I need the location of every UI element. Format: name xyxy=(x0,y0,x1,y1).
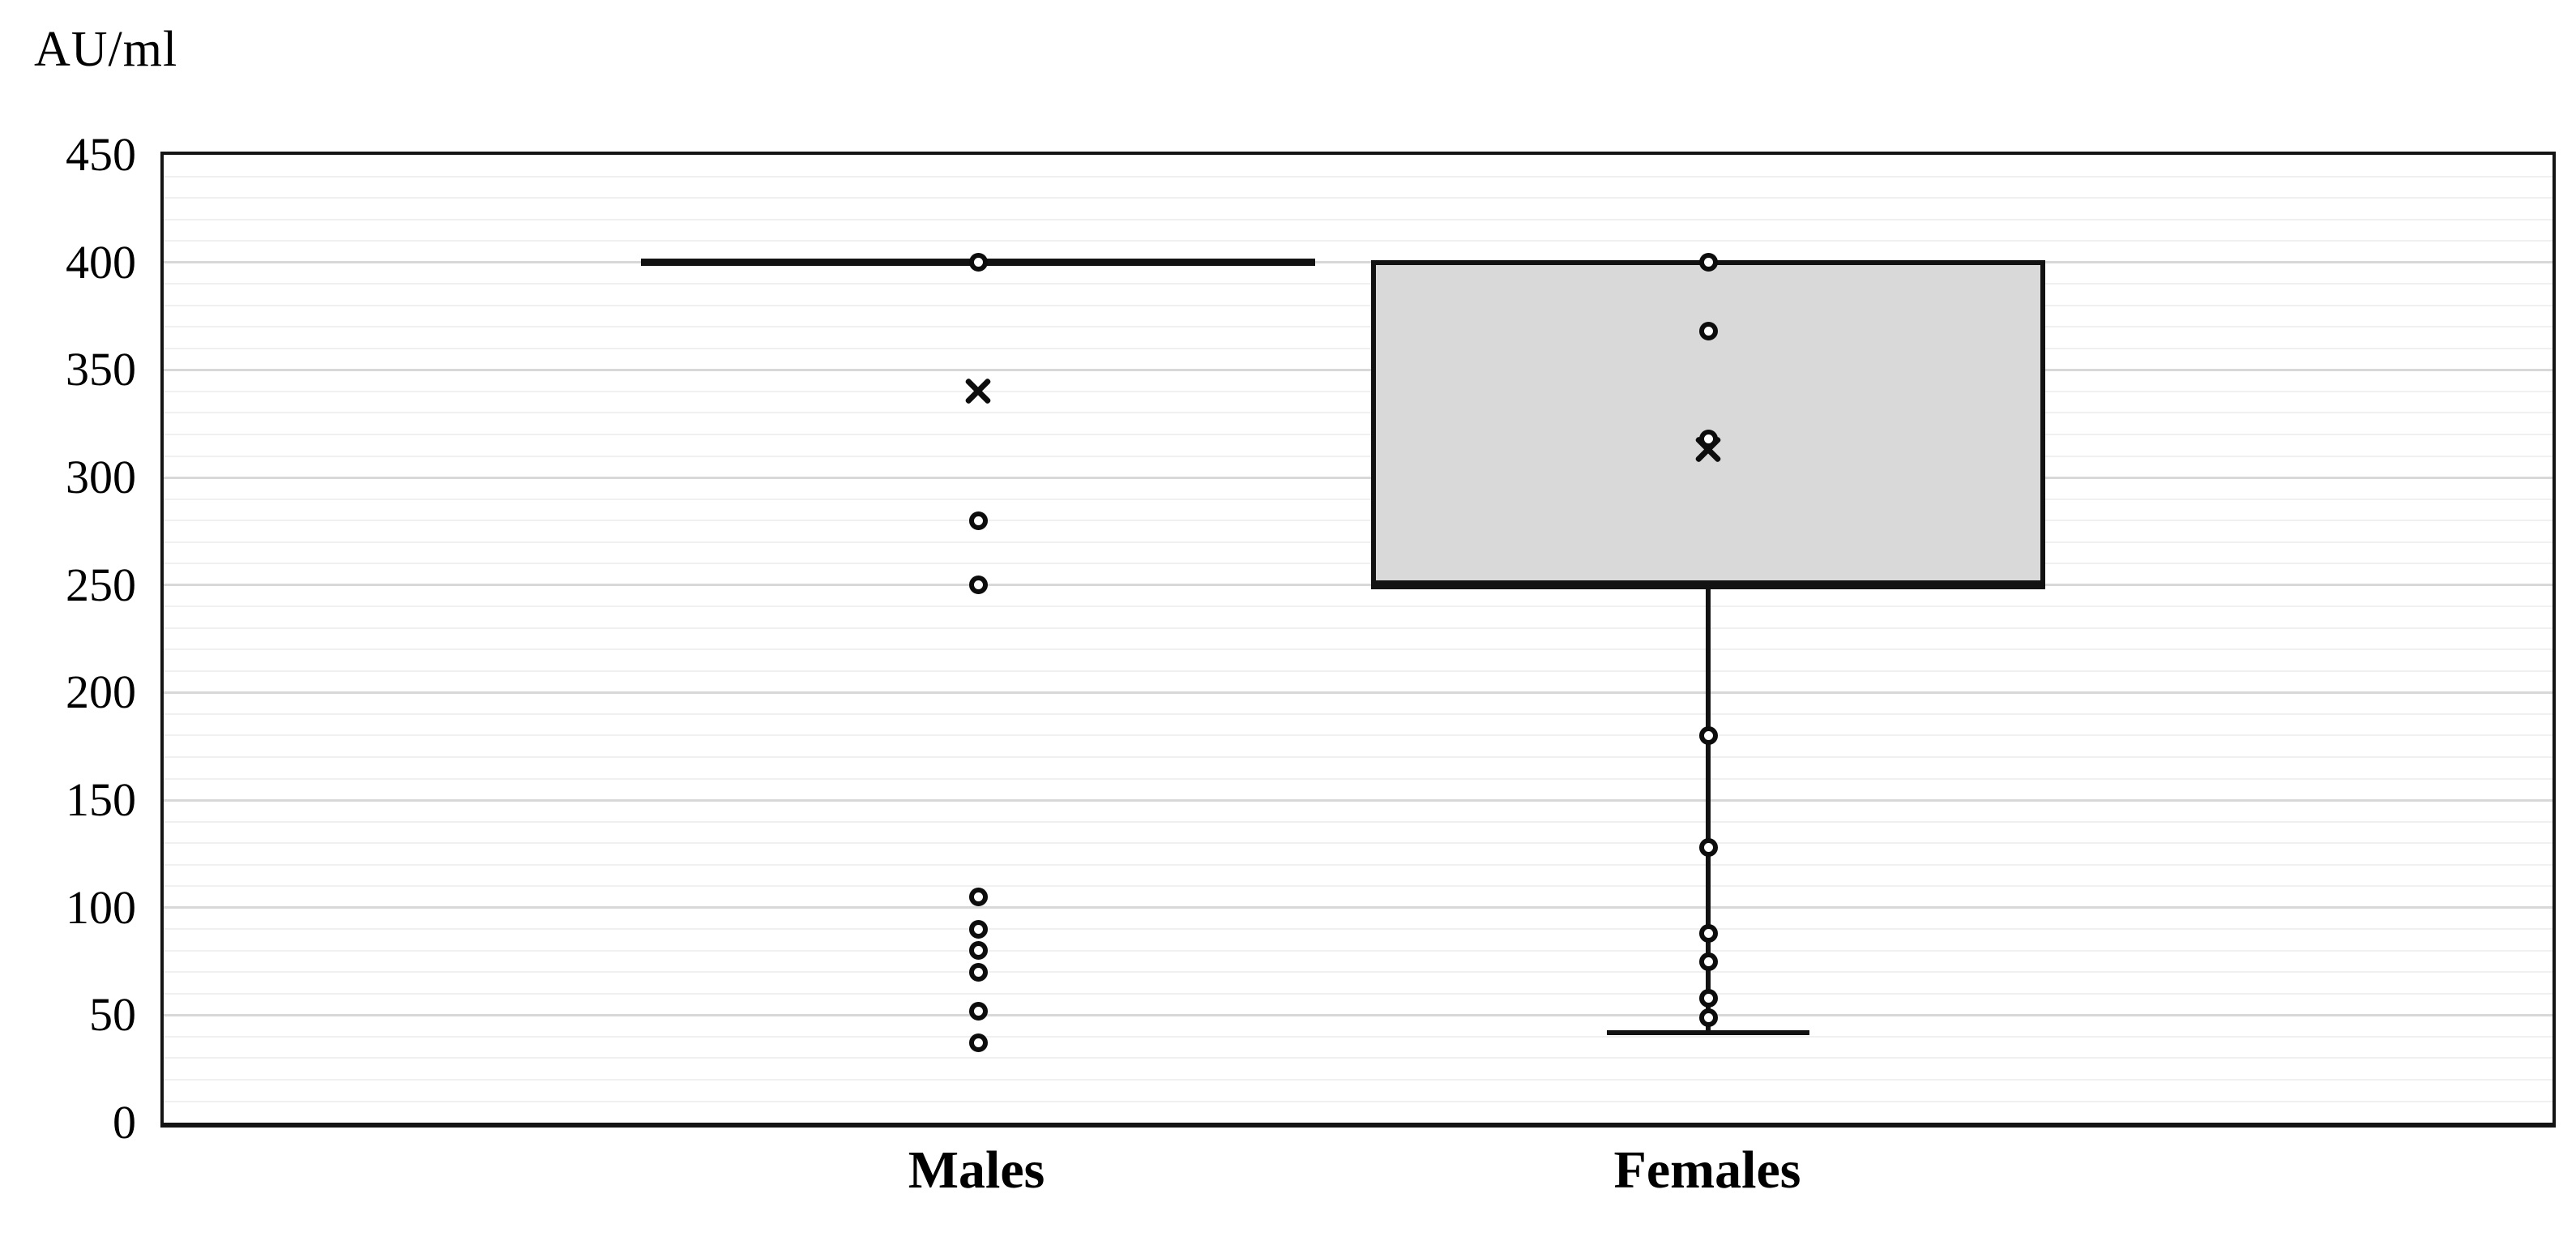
gridline-minor xyxy=(164,563,2553,565)
data-point xyxy=(968,1001,988,1021)
y-tick-label: 350 xyxy=(66,343,136,396)
y-tick-label: 250 xyxy=(66,558,136,611)
data-point xyxy=(1698,988,1718,1008)
gridline-minor xyxy=(164,412,2553,414)
data-point xyxy=(968,919,988,939)
gridline-minor xyxy=(164,627,2553,629)
data-point xyxy=(1698,322,1718,341)
gridline-minor xyxy=(164,949,2553,952)
gridline-minor xyxy=(164,606,2553,608)
gridline-minor xyxy=(164,777,2553,780)
box xyxy=(1371,259,2045,588)
gridline-minor xyxy=(164,390,2553,392)
gridline-major xyxy=(164,691,2553,694)
y-tick-label: 200 xyxy=(66,665,136,718)
data-point xyxy=(968,1033,988,1053)
gridline-minor xyxy=(164,304,2553,306)
gridline-minor xyxy=(164,820,2553,823)
gridline-minor xyxy=(164,347,2553,349)
gridline-minor xyxy=(164,541,2553,543)
y-tick-label: 100 xyxy=(66,881,136,934)
y-axis-unit-label: AU/ml xyxy=(34,22,178,77)
gridline-minor xyxy=(164,1078,2553,1081)
gridline-major xyxy=(164,906,2553,909)
gridline-minor xyxy=(164,734,2553,737)
gridline-minor xyxy=(164,498,2553,500)
mean-marker xyxy=(963,376,993,407)
y-tick-label: 50 xyxy=(89,988,136,1041)
mean-marker xyxy=(1693,434,1724,465)
gridline-minor xyxy=(164,433,2553,435)
gridline-major xyxy=(164,368,2553,371)
data-point xyxy=(968,887,988,906)
data-point xyxy=(1698,725,1718,745)
gridline-minor xyxy=(164,885,2553,888)
gridline-minor xyxy=(164,283,2553,285)
gridline-minor xyxy=(164,713,2553,715)
data-point xyxy=(968,962,988,982)
y-tick-label: 150 xyxy=(66,773,136,826)
data-point xyxy=(968,253,988,272)
gridline-major xyxy=(164,476,2553,479)
gridline-minor xyxy=(164,218,2553,220)
gridline-minor xyxy=(164,670,2553,672)
category-label-males: Males xyxy=(908,1140,1045,1200)
gridline-minor xyxy=(164,863,2553,866)
gridline-minor xyxy=(164,1057,2553,1059)
gridline-major xyxy=(164,1013,2553,1016)
gridline-minor xyxy=(164,455,2553,457)
gridline-minor xyxy=(164,197,2553,199)
data-point xyxy=(1698,924,1718,943)
gridline-minor xyxy=(164,520,2553,522)
data-point xyxy=(968,576,988,595)
gridline-minor xyxy=(164,971,2553,974)
gridline-major xyxy=(164,261,2553,264)
gridline-minor xyxy=(164,1100,2553,1102)
whisker-cap xyxy=(1607,1029,1809,1035)
category-label-females: Females xyxy=(1613,1140,1801,1200)
plot-area xyxy=(160,152,2556,1128)
y-tick-label: 400 xyxy=(66,236,136,289)
data-point xyxy=(1698,253,1718,272)
data-point xyxy=(1698,837,1718,857)
data-point xyxy=(968,941,988,961)
y-tick-label: 450 xyxy=(66,128,136,181)
gridline-minor xyxy=(164,175,2553,178)
whisker-line xyxy=(1706,584,1711,1033)
gridline-minor xyxy=(164,755,2553,758)
data-point xyxy=(1698,1008,1718,1027)
data-point xyxy=(1698,952,1718,971)
y-tick-label: 0 xyxy=(113,1096,136,1149)
gridline-minor xyxy=(164,240,2553,242)
data-point xyxy=(968,511,988,530)
gridline-minor xyxy=(164,326,2553,328)
gridline-minor xyxy=(164,648,2553,651)
gridline-minor xyxy=(164,928,2553,931)
gridline-major xyxy=(164,798,2553,802)
y-tick-label: 300 xyxy=(66,451,136,503)
gridline-minor xyxy=(164,1035,2553,1038)
gridline-minor xyxy=(164,992,2553,995)
gridline-major xyxy=(164,584,2553,587)
gridline-minor xyxy=(164,842,2553,845)
